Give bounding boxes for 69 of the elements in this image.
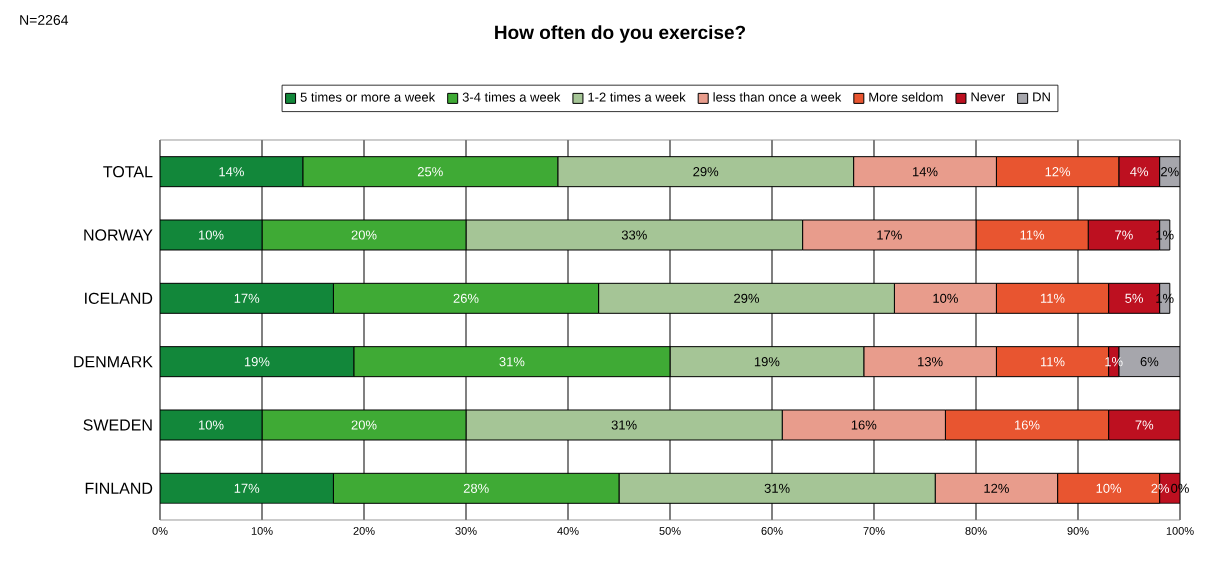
legend-label: less than once a week — [713, 92, 842, 102]
data-label: 12% — [1045, 167, 1071, 177]
data-label: 14% — [219, 167, 244, 177]
data-label: 17% — [877, 230, 902, 240]
bar — [160, 346, 355, 378]
data-label: 17% — [234, 483, 260, 493]
data-label: 16% — [851, 420, 877, 430]
x-tick-label: 70% — [863, 527, 885, 535]
bar — [160, 282, 334, 314]
bar — [160, 472, 334, 504]
data-label: 7% — [1135, 420, 1154, 430]
legend-label: 1-2 times a week — [588, 92, 686, 102]
data-label: 11% — [1040, 293, 1065, 303]
data-label: 7% — [1115, 230, 1133, 240]
y-tick-label: ICELAND — [85, 292, 153, 304]
x-tick-label: 0% — [152, 527, 168, 535]
data-label: 10% — [199, 230, 224, 240]
legend-label: 3-4 times a week — [462, 92, 561, 102]
x-tick-label: 80% — [965, 527, 987, 535]
bar — [160, 156, 304, 188]
text: N=2264 — [20, 15, 69, 25]
x-tick-label: 40% — [557, 527, 579, 535]
y-tick-label: NORWAY — [84, 229, 153, 241]
data-label: 12% — [984, 483, 1009, 493]
data-label: 20% — [351, 230, 377, 240]
data-label: 11% — [1020, 230, 1045, 240]
data-label: 31% — [611, 420, 637, 430]
data-label: 33% — [621, 230, 647, 240]
data-label: 29% — [734, 293, 760, 303]
chart-title: How often do you exercise? — [495, 25, 746, 43]
data-label: 28% — [463, 483, 489, 493]
bar — [160, 219, 263, 251]
bar — [1118, 156, 1161, 188]
data-label: 17% — [234, 293, 260, 303]
x-tick-label: 10% — [251, 527, 273, 535]
x-tick-label: 50% — [659, 527, 681, 535]
data-label: 6% — [1140, 357, 1159, 367]
data-label: 16% — [1014, 420, 1040, 430]
legend-label: 5 times or more a week — [300, 92, 436, 102]
x-tick-label: 30% — [455, 527, 477, 535]
data-label: 4% — [1130, 167, 1149, 177]
legend-label: More seldom — [869, 92, 943, 102]
x-tick-label: 60% — [761, 527, 783, 535]
data-label: 2% — [1161, 167, 1179, 177]
data-label: 5% — [1125, 293, 1143, 303]
data-label: 25% — [417, 167, 443, 177]
data-label: 14% — [913, 167, 938, 177]
x-tick-label: 100% — [1166, 527, 1194, 535]
data-label: 31% — [764, 483, 790, 493]
x-tick-label: 20% — [353, 527, 375, 535]
y-tick-label: SWEDEN — [83, 419, 152, 431]
y-tick-label: TOTAL — [103, 166, 153, 178]
data-label: 19% — [754, 357, 780, 367]
y-tick-label: FINLAND — [85, 482, 153, 494]
data-label: 13% — [918, 357, 943, 367]
data-label: 19% — [244, 357, 270, 367]
data-label: 10% — [1096, 483, 1122, 493]
data-label: 10% — [199, 420, 224, 430]
data-label: 20% — [351, 420, 377, 430]
data-label: 31% — [499, 357, 525, 367]
data-label: 29% — [693, 167, 719, 177]
legend-label: Never — [971, 92, 1005, 102]
bar — [1108, 409, 1180, 441]
y-tick-label: DENMARK — [74, 356, 153, 368]
x-tick-label: 90% — [1067, 527, 1089, 535]
data-label: 26% — [453, 293, 479, 303]
data-label: 11% — [1040, 357, 1065, 367]
data-label: 10% — [933, 293, 958, 303]
legend-label: DN — [1033, 92, 1050, 102]
